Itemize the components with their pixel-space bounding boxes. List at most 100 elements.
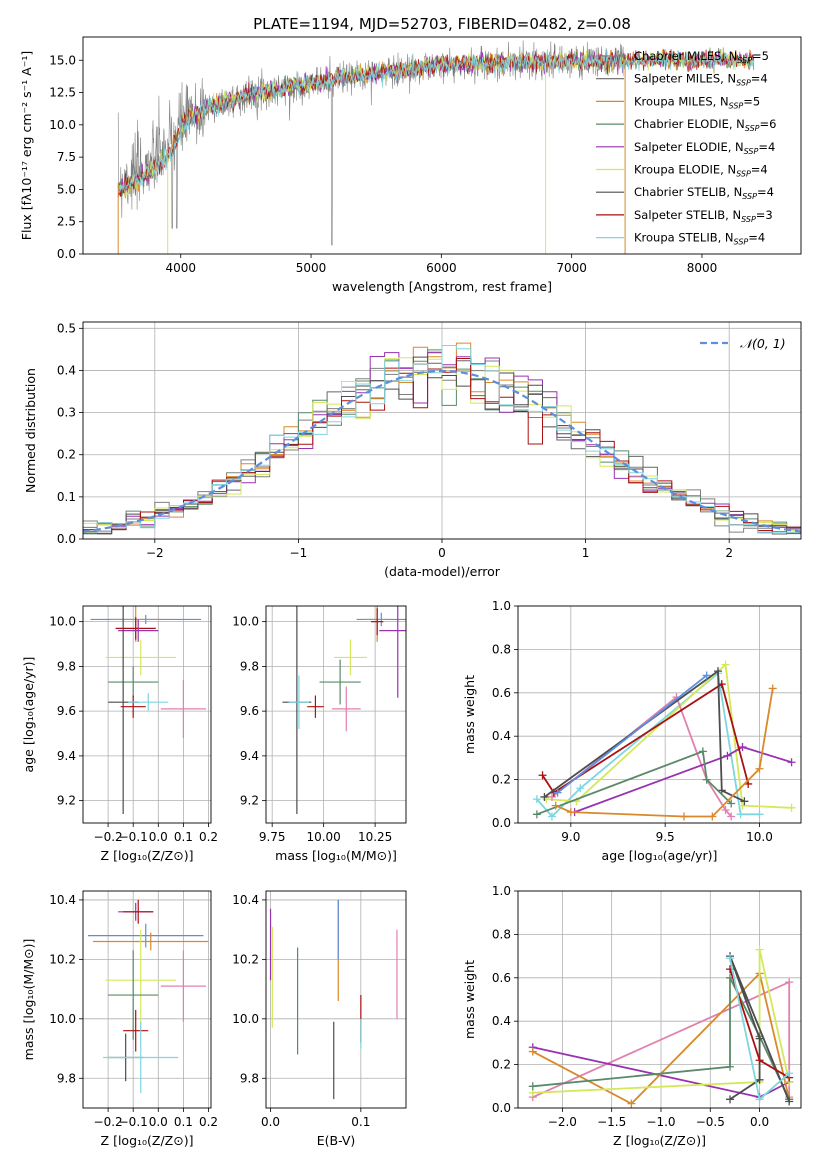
weight_vs_age-xlabel: age [log₁₀(age/yr)] — [602, 848, 718, 863]
age_vs_mass-point-8 — [331, 686, 361, 732]
weight_vs_age-xtick-label-2: 10.0 — [746, 830, 773, 844]
mass_vs_Z-xtick-label-0: −0.2 — [94, 1115, 123, 1129]
legend-label-2: Kroupa MILES, NSSP=5 — [634, 94, 760, 110]
residuals-xtick-label-0: −2 — [146, 546, 164, 560]
weight_vs_age-marker-7-0 — [551, 801, 560, 810]
mass_vs_Z-ytick-label-3: 10.4 — [49, 893, 76, 907]
mass_vs_ebv-xtick-label-1: 0.1 — [351, 1115, 370, 1129]
spectrum-xtick-label-2: 6000 — [426, 261, 457, 275]
weight_vs_age-marker-7-4 — [755, 764, 764, 773]
age_vs_Z-point-7 — [120, 695, 146, 718]
age_vs_mass-point-4 — [333, 639, 367, 676]
weight_vs_Z-xlabel: Z [log₁₀(Z/Z⊙)] — [613, 1133, 706, 1148]
legend-label-sub-6: SSP — [742, 192, 757, 201]
legend-label-main-1: Salpeter MILES, N — [634, 72, 736, 86]
legend-label-1: Salpeter MILES, NSSP=4 — [634, 72, 768, 88]
weight_vs_Z-marker-7-0 — [726, 954, 735, 963]
residuals-panel: −2 −1 0 1 2 0.0 0.1 0.2 0.3 0.4 0.5 (data-model)/er… — [23, 321, 802, 579]
weight_vs_Z-marker-5-0 — [726, 1095, 735, 1104]
weight_vs_age-series-0 — [536, 671, 760, 818]
weight_vs_age-marker-2-4 — [727, 812, 736, 821]
legend-label-sub-3: SSP — [745, 124, 760, 133]
age_vs_mass-point-5 — [319, 659, 361, 705]
weight_vs_Z-marker-0-1 — [785, 978, 794, 987]
weight_vs_age-marker-4-0 — [538, 771, 547, 780]
age_vs_Z-xtick-label-3: 0.1 — [174, 830, 193, 844]
age_vs_Z-plot-area — [90, 606, 206, 815]
weight_vs_age-series-8 — [557, 674, 708, 794]
spectrum-frame — [82, 36, 802, 255]
weight_vs_age-marker-5-1 — [713, 667, 722, 676]
weight_vs_age-marker-7-3 — [708, 812, 717, 821]
age_vs_Z-point-2 — [115, 617, 156, 640]
age_vs_mass-plot-area — [282, 606, 406, 815]
weight_vs_age-series-7 — [555, 688, 774, 818]
age_vs_mass-point-9 — [288, 675, 310, 730]
mass_vs_Z-point-6 — [108, 950, 159, 1040]
weight_vs_Z-series-2 — [532, 971, 791, 1105]
mass_vs_Z-point-7 — [123, 1009, 149, 1052]
spectrum-xtick-label-1: 5000 — [296, 261, 327, 275]
weight_vs_age-marker-8-0 — [553, 788, 562, 797]
legend-label-main-5: Kroupa ELODIE, N — [634, 163, 736, 177]
weight_vs_age-ytick-label-5: 1.0 — [492, 599, 511, 613]
weight_vs_Z-marker-7-1 — [755, 1095, 764, 1104]
age_vs_Z-xlabel: Z [log₁₀(Z/Z⊙)] — [101, 848, 194, 863]
weight_vs_age-marker-6-3 — [727, 799, 736, 808]
age_vs_Z-ytick-label-3: 9.8 — [57, 659, 76, 673]
age_vs_mass-panel: 9.75 10.00 10.25 9.2 9.4 9.6 9.8 10.0 mass [log₁… — [232, 605, 407, 863]
weight_vs_age-ytick-label-0: 0.0 — [492, 816, 511, 830]
legend-label-6: Chabrier STELIB, NSSP=4 — [634, 185, 774, 201]
mass_vs_Z-xtick-label-4: 0.2 — [199, 1115, 218, 1129]
age_vs_Z-panel: −0.2−0.1 0.0 0.1 0.2 9.2 9.4 9.6 9.8 10.0 Z [log₁… — [21, 605, 218, 863]
mass_vs_ebv-ytick-label-0: 9.8 — [240, 1071, 259, 1085]
spectrum-xtick-label-4: 8000 — [687, 261, 718, 275]
weight_vs_age-marker-3-3 — [787, 758, 796, 767]
legend-label-sub-7: SSP — [741, 215, 756, 224]
weight_vs_Z-marker-4-1 — [726, 1062, 735, 1071]
weight_vs_age-series-3 — [574, 746, 792, 813]
spectrum-ytick-label-3: 7.5 — [57, 150, 76, 164]
weight_vs_age-marker-5-0 — [540, 792, 549, 801]
legend-label-7: Salpeter STELIB, NSSP=3 — [634, 208, 773, 224]
age_vs_mass-ytick-label-0: 9.2 — [240, 794, 259, 808]
legend-label-main-0: Chabrier MILES, N — [634, 49, 737, 63]
residuals-ytick-label-3: 0.3 — [57, 406, 76, 420]
spectrum-model-line-5 — [117, 48, 755, 194]
legend-label-4: Salpeter ELODIE, NSSP=4 — [634, 140, 775, 156]
mass_vs_Z-point-1 — [93, 932, 209, 951]
age_vs_mass-xlabel: mass [log₁₀(M/M⊙)] — [275, 848, 397, 863]
legend-label-sub-8: SSP — [734, 238, 749, 247]
age_vs_Z-xtick-label-2: 0.0 — [149, 830, 168, 844]
mass_vs_Z-frame — [82, 890, 212, 1109]
mass_vs_Z-point-9 — [103, 1021, 179, 1094]
legend-label-0: Chabrier MILES, NSSP=5 — [634, 49, 769, 65]
age_vs_mass-ytick-label-1: 9.4 — [240, 749, 259, 763]
weight_vs_age-frame — [517, 605, 802, 824]
weight_vs_age-marker-1-4 — [787, 803, 796, 812]
weight_vs_Z-frame — [517, 890, 802, 1109]
weight_vs_Z-xtick-label-2: −1.0 — [646, 1115, 675, 1129]
weight_vs_age-marker-6-2 — [702, 775, 711, 784]
weight_vs_age-marker-0-0 — [532, 795, 541, 804]
age_vs_Z-frame — [82, 605, 212, 824]
spectrum-ylabel: Flux [fλ10⁻¹⁷ erg cm⁻² s⁻¹ A⁻¹] — [19, 51, 34, 240]
residuals-ytick-label-0: 0.0 — [57, 532, 76, 546]
legend-label-sub-1: SSP — [736, 79, 751, 88]
weight_vs_age-marker-3-1 — [723, 751, 732, 760]
spectrum-ytick-label-6: 15.0 — [49, 53, 76, 67]
weight_vs_Z-ytick-label-2: 0.4 — [492, 1014, 511, 1028]
weight_vs_Z-ytick-label-5: 1.0 — [492, 884, 511, 898]
weight_vs_Z-marker-4-0 — [528, 1082, 537, 1091]
weight_vs_Z-ytick-label-1: 0.2 — [492, 1058, 511, 1072]
weight_vs_age-xtick-label-1: 9.5 — [656, 830, 675, 844]
weight_vs_Z-plot-area — [528, 945, 794, 1108]
legend-label-tail-1: =4 — [751, 72, 768, 86]
weight_vs_Z-xtick-label-1: −1.5 — [597, 1115, 626, 1129]
legend-label-main-8: Kroupa STELIB, N — [634, 231, 734, 245]
age_vs_Z-xtick-label-1: −0.1 — [119, 830, 148, 844]
legend-label-sub-4: SSP — [744, 147, 759, 156]
weight_vs_age-marker-2-3 — [721, 805, 730, 814]
age_vs_Z-ytick-label-0: 9.2 — [57, 794, 76, 808]
